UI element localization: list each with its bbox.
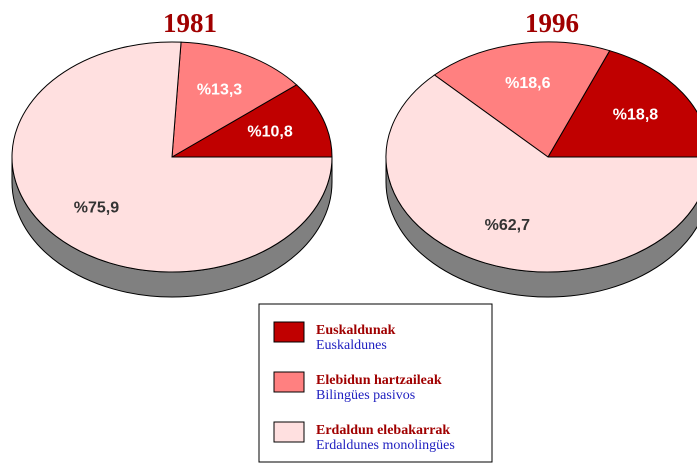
value-label: %10,8 [247,123,292,140]
legend-label: Euskaldunak [316,323,396,338]
legend-label: Elebidun hartzaileak [316,373,442,388]
pie-slice [171,41,298,158]
chart-title: 1981 [163,8,217,38]
value-label: %75,9 [74,200,119,217]
legend-sublabel: Bilingües pasivos [316,388,415,403]
value-label: %62,7 [485,217,530,234]
value-label: %18,6 [505,75,550,92]
pie-slice [385,74,697,273]
legend-sublabel: Euskaldunes [316,338,387,353]
pie-slice [547,50,697,158]
chart-title: 1996 [525,8,579,38]
legend-swatch [273,371,305,393]
legend-sublabel: Erdaldunes monolingües [316,438,455,453]
pie-slice [11,41,333,273]
value-label: %18,8 [613,107,658,124]
legend-swatch [273,421,305,443]
legend-swatch [273,321,305,343]
pie-slice [433,41,611,158]
legend-label: Erdaldun elebakarrak [316,423,450,438]
value-label: %13,3 [197,82,242,99]
pie-slice [170,84,333,158]
